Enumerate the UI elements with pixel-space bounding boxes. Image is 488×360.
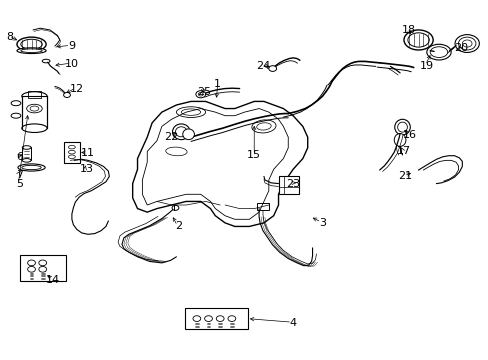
Ellipse shape xyxy=(22,92,47,100)
Bar xyxy=(22,148,31,160)
Circle shape xyxy=(172,205,179,210)
Ellipse shape xyxy=(22,146,31,149)
Text: 3: 3 xyxy=(318,218,325,228)
Ellipse shape xyxy=(22,158,31,162)
Bar xyxy=(278,176,298,194)
Bar xyxy=(63,143,80,163)
Text: 1: 1 xyxy=(214,78,221,89)
Bar xyxy=(20,255,66,281)
Text: 2: 2 xyxy=(175,221,182,231)
Text: 24: 24 xyxy=(255,61,269,71)
Circle shape xyxy=(28,260,35,266)
Bar xyxy=(28,91,41,98)
Text: 4: 4 xyxy=(289,318,296,328)
Circle shape xyxy=(39,266,46,272)
Circle shape xyxy=(193,316,201,321)
Ellipse shape xyxy=(403,30,432,50)
Polygon shape xyxy=(132,102,307,226)
Text: 10: 10 xyxy=(65,59,79,69)
Text: 22: 22 xyxy=(164,132,178,142)
Ellipse shape xyxy=(17,48,46,54)
Text: 7: 7 xyxy=(16,170,23,180)
Circle shape xyxy=(39,260,46,266)
Text: 11: 11 xyxy=(81,148,95,158)
Ellipse shape xyxy=(172,124,190,140)
Bar xyxy=(256,203,268,210)
Ellipse shape xyxy=(17,37,46,51)
Ellipse shape xyxy=(183,129,194,140)
Text: 20: 20 xyxy=(453,43,467,53)
Ellipse shape xyxy=(18,164,45,171)
Text: 12: 12 xyxy=(70,84,83,94)
Text: 23: 23 xyxy=(285,179,300,189)
Text: 19: 19 xyxy=(419,61,433,71)
Text: 21: 21 xyxy=(397,171,411,181)
Ellipse shape xyxy=(22,124,47,132)
Text: 17: 17 xyxy=(396,147,410,157)
Circle shape xyxy=(63,93,70,98)
Circle shape xyxy=(227,316,235,321)
Circle shape xyxy=(204,316,212,321)
Bar xyxy=(185,308,248,329)
Text: 25: 25 xyxy=(197,87,211,98)
Text: 9: 9 xyxy=(68,41,75,51)
Text: 8: 8 xyxy=(6,32,14,42)
Circle shape xyxy=(268,66,276,71)
Circle shape xyxy=(216,316,224,321)
Text: 18: 18 xyxy=(401,25,415,35)
Ellipse shape xyxy=(426,44,450,60)
Text: 16: 16 xyxy=(402,130,416,140)
Text: 13: 13 xyxy=(80,164,93,174)
Ellipse shape xyxy=(393,134,405,147)
Circle shape xyxy=(196,91,205,98)
Circle shape xyxy=(454,35,478,53)
Bar xyxy=(22,96,47,128)
Text: 15: 15 xyxy=(247,150,261,160)
Ellipse shape xyxy=(394,119,409,135)
Text: 5: 5 xyxy=(16,179,23,189)
Text: 6: 6 xyxy=(16,152,23,162)
Circle shape xyxy=(28,266,35,272)
Text: 14: 14 xyxy=(45,275,60,285)
